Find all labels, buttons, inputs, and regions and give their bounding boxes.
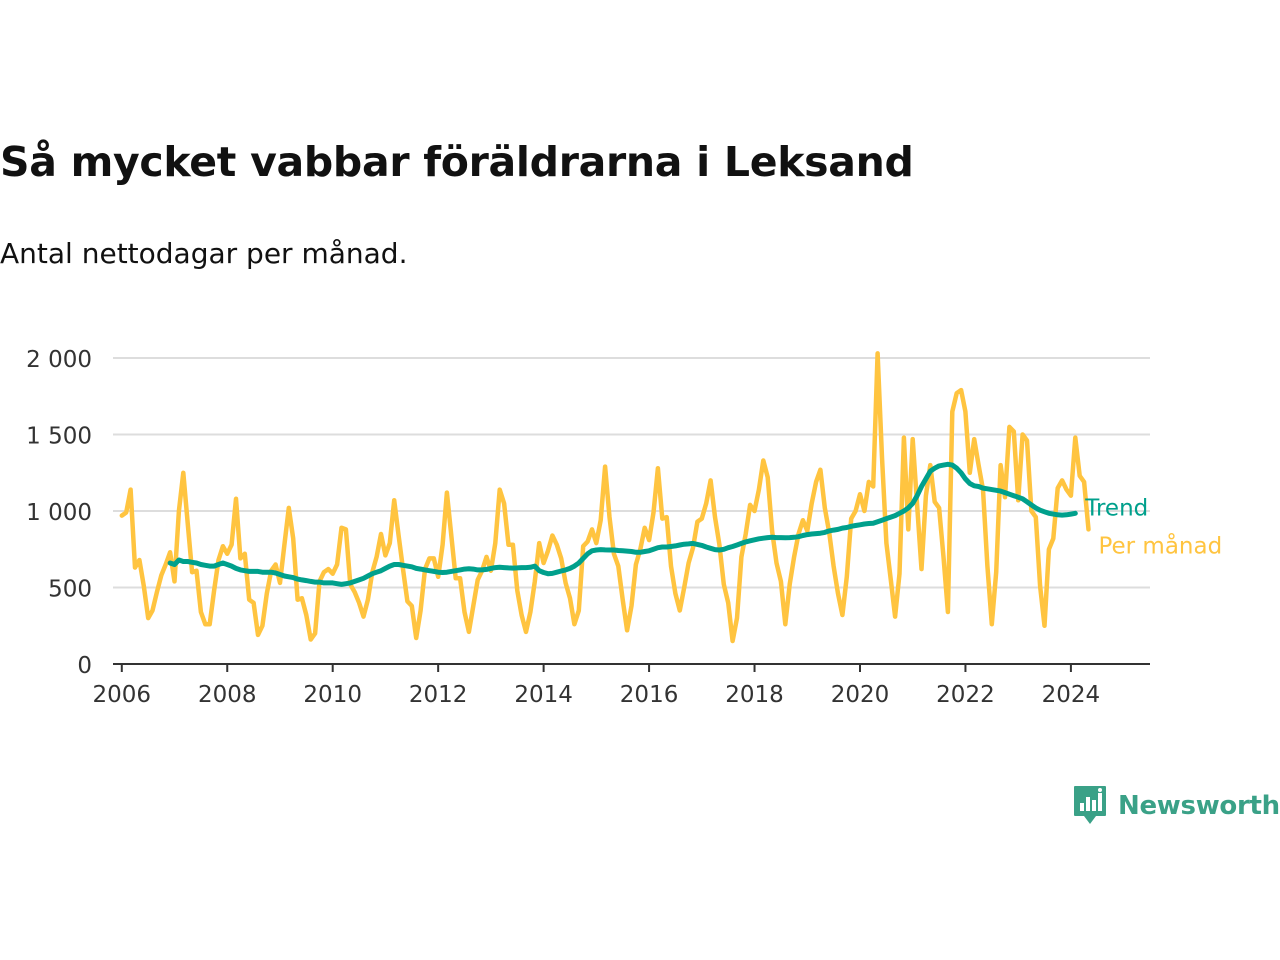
x-tick-label: 2020: [831, 682, 890, 708]
x-tick-label: 2012: [409, 682, 468, 708]
series-label-trend: Trend: [1084, 495, 1148, 521]
series-line-trend: [167, 461, 1078, 587]
newsworthy-brand: Newsworthy: [1072, 784, 1280, 828]
y-tick-label: 2 000: [26, 347, 92, 373]
x-tick-label: 2016: [620, 682, 679, 708]
x-tick-label: 2022: [936, 682, 995, 708]
series-line-per-manad: [119, 351, 1091, 644]
x-tick-label: 2018: [725, 682, 784, 708]
x-tick-label: 2006: [93, 682, 152, 708]
y-tick-label: 1 000: [26, 500, 92, 526]
y-tick-label: 500: [48, 577, 92, 603]
x-tick-label: 2014: [514, 682, 573, 708]
y-tick-label: 1 500: [26, 424, 92, 450]
chart-title: Så mycket vabbar föräldrarna i Leksand: [0, 138, 914, 186]
series-label-per-manad: Per månad: [1098, 531, 1222, 559]
y-tick-label: 0: [77, 653, 92, 679]
x-tick-label: 2024: [1042, 682, 1101, 708]
newsworthy-logo-icon: [1074, 786, 1106, 824]
newsworthy-wordmark: Newsworthy: [1118, 791, 1280, 821]
chart-subtitle: Antal nettodagar per månad.: [0, 237, 408, 270]
x-tick-label: 2008: [198, 682, 257, 708]
x-tick-label: 2010: [303, 682, 362, 708]
